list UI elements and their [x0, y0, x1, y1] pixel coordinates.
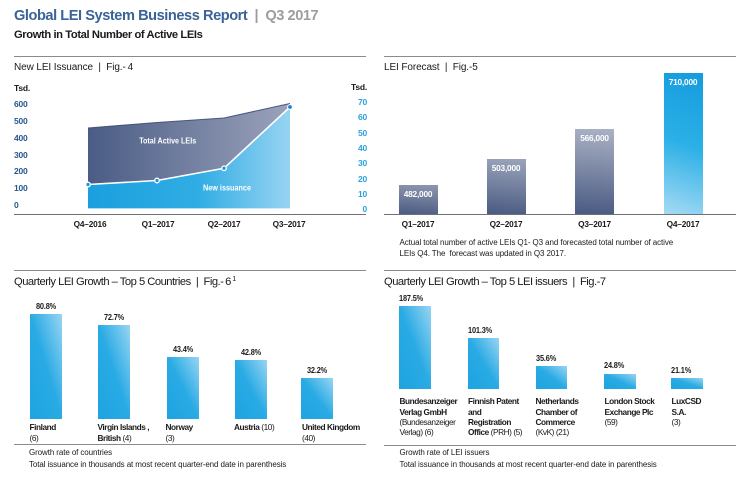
svg-text:Total Active LEIs: Total Active LEIs: [139, 135, 196, 145]
svg-text:New issuance: New issuance: [203, 183, 251, 193]
